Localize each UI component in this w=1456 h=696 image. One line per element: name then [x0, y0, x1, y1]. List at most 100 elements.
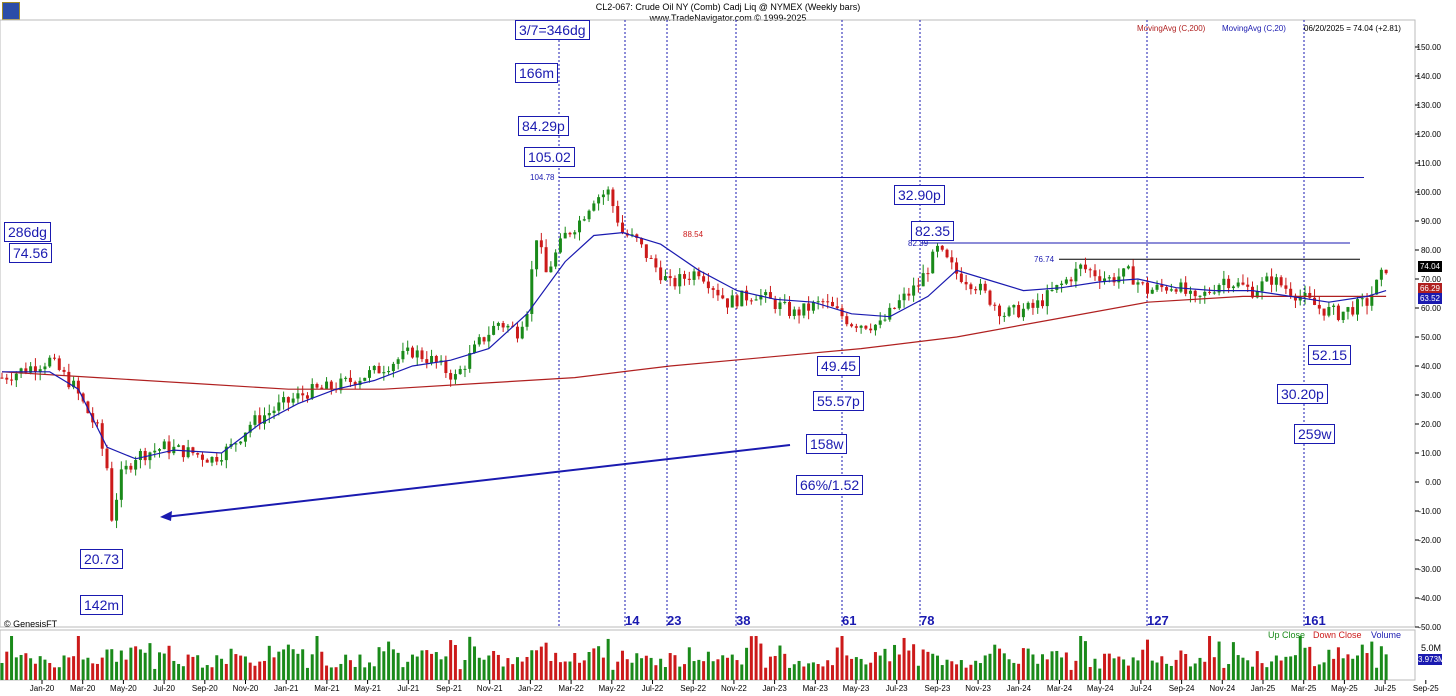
volume-bar: [697, 659, 701, 680]
volume-bar: [683, 664, 687, 680]
volume-bar: [873, 652, 877, 680]
volume-bar: [597, 646, 601, 680]
candle-body: [539, 240, 543, 248]
volume-bar: [606, 638, 610, 680]
volume-bar: [1346, 654, 1350, 680]
candle-body: [368, 370, 372, 378]
y-tick-label: 130.00: [1417, 101, 1442, 110]
volume-bar: [888, 661, 892, 680]
candle-body: [883, 319, 887, 321]
volume-bar: [110, 649, 114, 680]
candle-body: [859, 325, 863, 328]
y-tick-label: 150.00: [1417, 43, 1442, 52]
candle-body: [1126, 266, 1130, 269]
trend-arrow: [164, 444, 791, 518]
candle-body: [1384, 269, 1388, 274]
candle-body: [119, 469, 123, 500]
volume-bar: [1184, 653, 1188, 680]
candle-body: [797, 309, 801, 316]
volume-bar: [1131, 657, 1135, 680]
candle-body: [100, 423, 104, 449]
candle-body: [358, 380, 362, 386]
volume-bar: [1227, 664, 1231, 680]
volume-bar: [282, 649, 286, 680]
candle-body: [353, 382, 357, 386]
pct-30-annotation: 30.20p: [1277, 384, 1328, 404]
candle-body: [124, 465, 128, 470]
volume-bar: [1160, 656, 1164, 680]
candle-body: [38, 369, 42, 372]
volume-bar: [1093, 658, 1097, 680]
volume-bar: [38, 656, 42, 680]
y-tick-label: 0.00: [1425, 478, 1441, 487]
volume-bar: [420, 650, 424, 680]
candle-body: [1327, 306, 1331, 316]
candle-body: [1198, 295, 1202, 297]
candle-body: [1107, 277, 1111, 279]
candle-body: [1165, 287, 1169, 291]
candle-body: [1122, 268, 1126, 277]
candle-body: [14, 373, 18, 381]
volume-bar: [1112, 658, 1116, 680]
candle-body: [57, 358, 61, 370]
candle-body: [425, 359, 429, 363]
volume-bar: [425, 650, 429, 680]
candle-body: [1131, 266, 1135, 285]
candle-body: [788, 301, 792, 316]
candle-body: [363, 377, 367, 381]
volume-bar: [267, 645, 271, 680]
y-tick-label: -10.00: [1418, 507, 1441, 516]
low-52-annotation: 52.15: [1308, 345, 1352, 365]
volume-bar: [253, 665, 257, 680]
volume-bar: [1236, 655, 1240, 680]
x-tick-label: Jul-20: [153, 684, 175, 693]
candle-body: [845, 316, 849, 325]
candle-body: [1031, 302, 1035, 308]
candle-body: [1379, 269, 1383, 280]
volume-bar: [434, 652, 438, 680]
volume-bar: [463, 660, 467, 680]
volume-bar: [239, 655, 243, 680]
x-tick-label: Mar-23: [803, 684, 829, 693]
chart-title: CL2-067: Crude Oil NY (Comb) Cadj Liq @ …: [595, 2, 861, 12]
volume-bar: [850, 658, 854, 680]
volume-bar: [1322, 662, 1326, 680]
x-tick-label: Sep-21: [436, 684, 462, 693]
volume-bar: [453, 644, 457, 680]
candle-body: [740, 290, 744, 307]
candle-body: [1241, 282, 1245, 285]
volume-bar: [382, 651, 386, 680]
y-tick-label: 120.00: [1417, 130, 1442, 139]
x-tick-label: Jul-24: [1130, 684, 1152, 693]
candle-body: [721, 295, 725, 299]
volume-bar: [215, 655, 219, 680]
volume-bar: [1250, 666, 1254, 680]
candle-body: [897, 300, 901, 309]
candle-body: [673, 278, 677, 287]
candle-body: [1212, 292, 1216, 294]
volume-bar: [797, 660, 801, 680]
candle-body: [983, 283, 987, 291]
candle-body: [62, 369, 66, 372]
volume-bar: [186, 654, 190, 680]
volume-bar: [1122, 659, 1126, 680]
candle-body: [492, 325, 496, 335]
volume-bar: [95, 663, 99, 680]
volume-bar: [200, 667, 204, 680]
volume-bar: [348, 660, 352, 680]
volume-bar: [320, 651, 324, 680]
candle-body: [420, 350, 424, 360]
volume-bar: [1141, 649, 1145, 680]
volume-bar: [143, 652, 147, 680]
volume-bar: [912, 644, 916, 680]
x-tick-label: Mar-22: [558, 684, 584, 693]
volume-bar: [315, 636, 319, 680]
volume-bar: [468, 636, 472, 680]
candle-body: [430, 355, 434, 363]
candle-body: [1007, 307, 1011, 316]
x-tick-label: Mar-20: [70, 684, 96, 693]
candle-body: [597, 197, 601, 204]
volume-bar: [501, 666, 505, 680]
volume-bar: [759, 643, 763, 680]
candle-body: [1370, 294, 1374, 306]
